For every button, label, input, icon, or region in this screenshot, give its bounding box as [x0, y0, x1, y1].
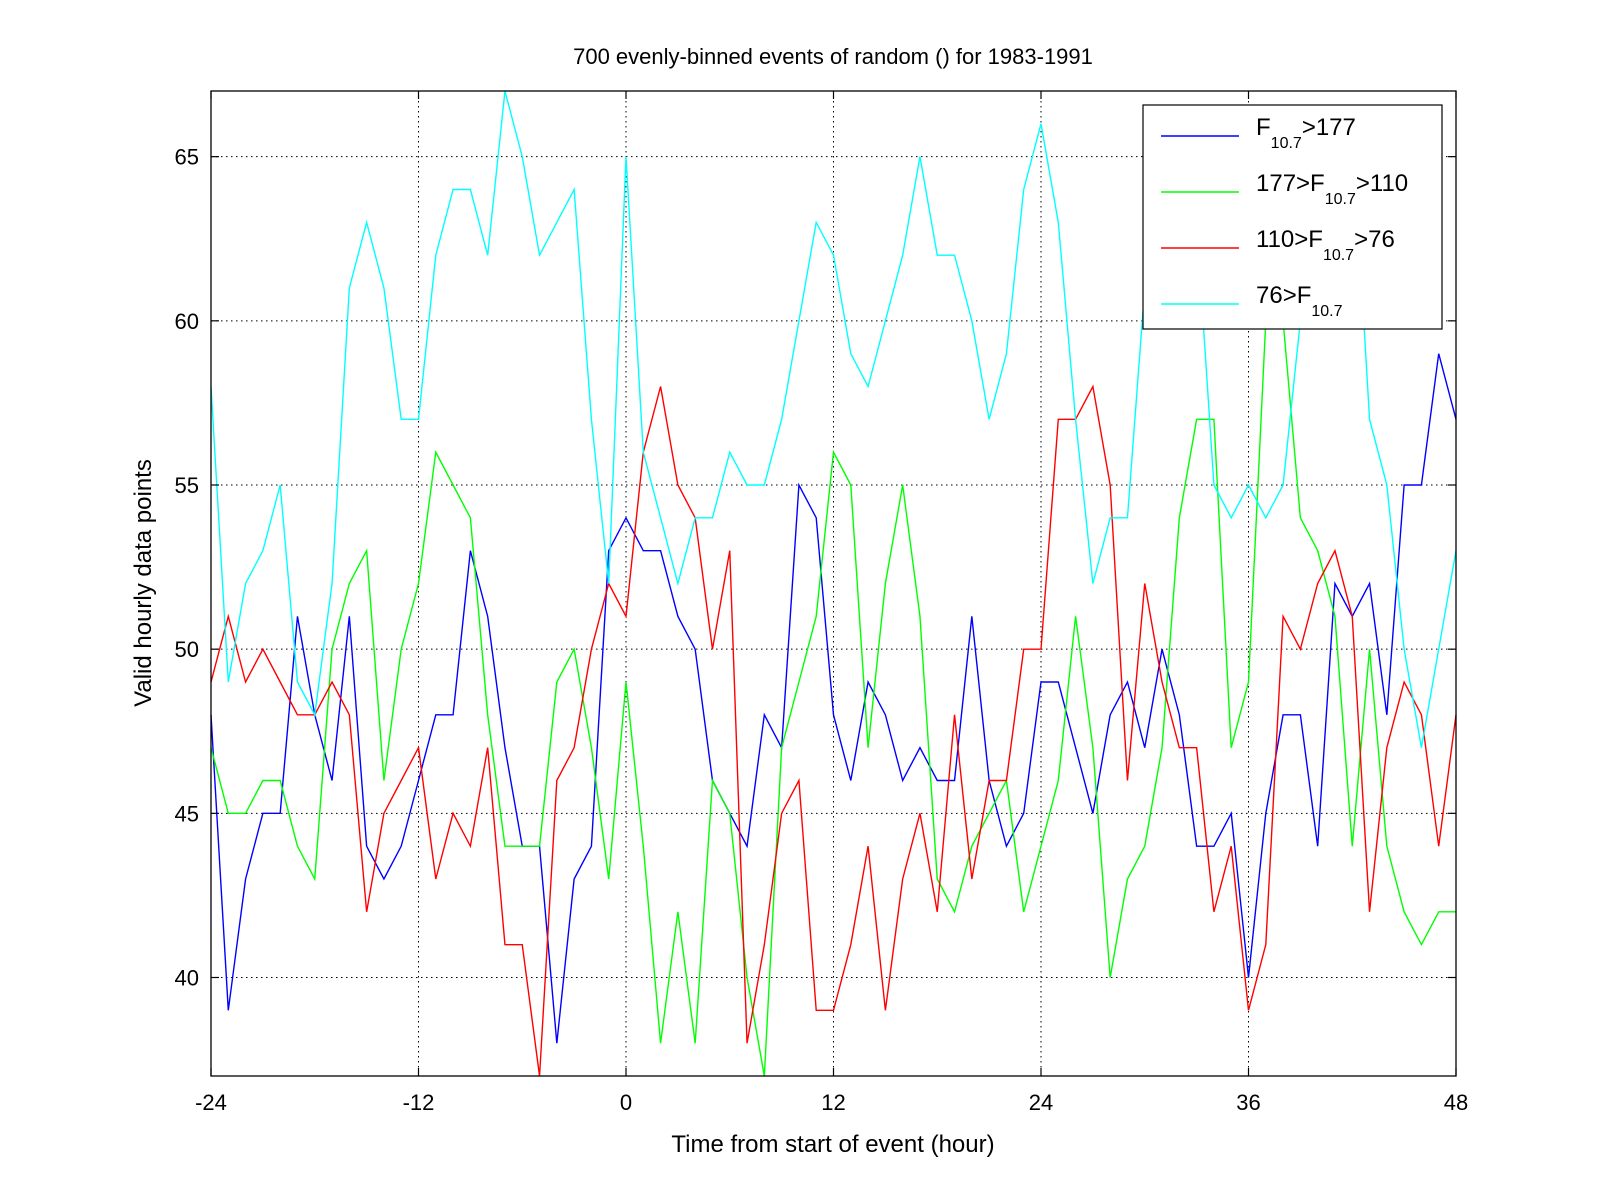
x-tick-label: -24	[195, 1090, 227, 1115]
legend-label-1: F10.7>177	[1256, 114, 1356, 152]
axis-ticks: -24 -12 0 12 24 36 48 40 45 50 55 60 65	[175, 91, 1468, 1115]
x-tick-label: 36	[1236, 1090, 1260, 1115]
y-tick-label: 50	[175, 637, 199, 662]
legend-box	[1142, 104, 1443, 330]
legend-label-2: 177>F10.7>110	[1256, 170, 1408, 208]
y-tick-label: 60	[175, 309, 199, 334]
series-line-3	[210, 384, 1457, 1077]
legend-label-3: 110>F10.7>76	[1256, 226, 1395, 264]
legend-label-4: 76>F10.7	[1256, 282, 1343, 320]
series-line-2	[210, 320, 1456, 1077]
x-tick-label: -12	[403, 1090, 435, 1115]
x-tick-label: 12	[821, 1090, 845, 1115]
y-tick-label: 65	[175, 145, 199, 170]
y-tick-label: 55	[175, 473, 199, 498]
series-line-4	[210, 90, 1457, 748]
series-line-1	[210, 353, 1457, 1044]
series-lines	[210, 90, 1457, 1077]
chart-title: 700 evenly-binned events of random () fo…	[573, 44, 1093, 69]
y-tick-label: 40	[175, 966, 199, 991]
x-tick-label: 0	[620, 1090, 632, 1115]
x-tick-label: 48	[1444, 1090, 1468, 1115]
legend: F10.7>177 177>F10.7>110 110>F10.7>76 76>F10…	[1142, 104, 1443, 330]
y-axis-label: Valid hourly data points	[130, 459, 157, 707]
y-tick-label: 45	[175, 801, 199, 826]
grid-lines	[211, 91, 1456, 1076]
x-tick-label: 24	[1029, 1090, 1053, 1115]
x-axis-label: Time from start of event (hour)	[671, 1131, 994, 1158]
